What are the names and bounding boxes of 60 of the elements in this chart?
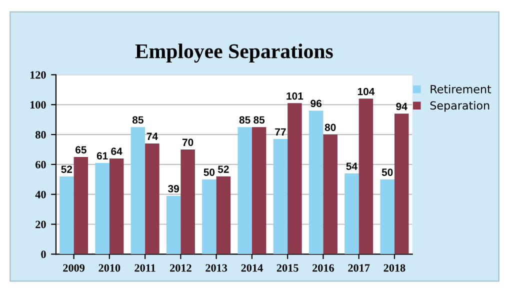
legend-label: Retirement xyxy=(430,84,492,94)
x-tick-label: 2012 xyxy=(170,264,192,272)
x-tick-label: 2013 xyxy=(206,264,228,272)
bar xyxy=(358,98,374,254)
data-label: 85 xyxy=(254,116,265,124)
bar xyxy=(394,114,409,254)
bar xyxy=(288,103,302,254)
data-label: 64 xyxy=(111,148,122,156)
data-label: 74 xyxy=(146,132,158,140)
bar xyxy=(95,162,110,254)
bar xyxy=(216,176,231,254)
data-label: 104 xyxy=(358,88,375,96)
bar xyxy=(60,176,74,254)
y-tick-label: 40 xyxy=(35,190,46,198)
chart-title: Employee Separations xyxy=(135,44,333,63)
bar xyxy=(308,110,324,254)
bar xyxy=(238,127,252,254)
data-label: 70 xyxy=(182,138,194,146)
bar xyxy=(109,158,124,254)
x-tick-label: 2018 xyxy=(384,264,406,272)
y-tick-label: 0 xyxy=(41,250,46,258)
y-tick-label: 120 xyxy=(30,71,46,79)
data-label: 52 xyxy=(61,166,72,173)
data-label: 39 xyxy=(168,185,179,192)
data-label: 50 xyxy=(204,168,215,176)
data-label: 101 xyxy=(286,92,304,100)
y-tick-label: 20 xyxy=(36,220,46,228)
data-label: 94 xyxy=(396,102,408,110)
data-label: 52 xyxy=(218,166,229,173)
bar xyxy=(180,150,195,254)
x-tick-label: 2009 xyxy=(63,264,85,272)
bar xyxy=(344,173,359,254)
bar xyxy=(323,134,338,254)
bar xyxy=(74,156,88,254)
x-tick-label: 2017 xyxy=(348,264,370,272)
bar xyxy=(252,127,266,254)
legend-label: Separation xyxy=(430,101,490,112)
data-label: 80 xyxy=(324,124,336,132)
x-tick-label: 2014 xyxy=(241,264,263,272)
bar xyxy=(145,144,160,254)
x-tick-label: 2011 xyxy=(134,264,156,272)
bar xyxy=(273,139,288,254)
data-label: 85 xyxy=(132,116,144,124)
y-tick-label: 60 xyxy=(36,160,46,168)
bar xyxy=(166,196,181,254)
bar xyxy=(380,179,394,254)
bar xyxy=(130,127,146,254)
x-tick-label: 2015 xyxy=(276,264,298,272)
data-label: 54 xyxy=(346,162,358,170)
x-tick-label: 2010 xyxy=(98,264,120,272)
data-label: 77 xyxy=(275,128,286,136)
data-label: 96 xyxy=(310,100,322,108)
data-label: 61 xyxy=(96,152,108,160)
data-label: 50 xyxy=(382,168,393,176)
bar xyxy=(202,179,216,254)
data-label: 85 xyxy=(239,116,250,124)
x-tick-label: 2016 xyxy=(312,264,334,272)
y-tick-label: 80 xyxy=(36,131,46,139)
data-label: 65 xyxy=(76,146,86,154)
y-tick-label: 100 xyxy=(30,101,46,109)
